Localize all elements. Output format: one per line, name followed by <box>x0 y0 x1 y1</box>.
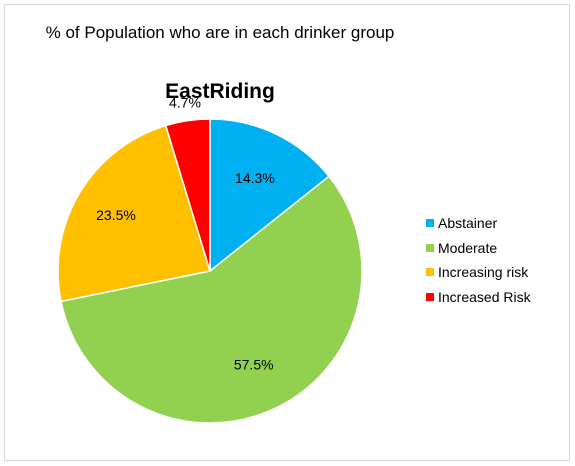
legend-item-increasing-risk: Increasing risk <box>426 260 531 285</box>
legend-swatch-increasing-risk <box>426 268 434 276</box>
legend-item-moderate: Moderate <box>426 236 531 261</box>
legend-label-increased-risk: Increased Risk <box>438 289 531 305</box>
legend-item-abstainer: Abstainer <box>426 211 531 236</box>
legend: Abstainer Moderate Increasing risk Increase… <box>426 211 531 309</box>
legend-label-abstainer: Abstainer <box>438 215 497 231</box>
legend-label-moderate: Moderate <box>438 240 497 256</box>
data-label-moderate: 57.5% <box>234 357 274 373</box>
legend-label-increasing-risk: Increasing risk <box>438 264 528 280</box>
legend-swatch-abstainer <box>426 219 434 227</box>
legend-swatch-increased-risk <box>426 293 434 301</box>
legend-item-increased-risk: Increased Risk <box>426 285 531 310</box>
data-label-abstainer: 14.3% <box>235 170 275 186</box>
legend-swatch-moderate <box>426 244 434 252</box>
data-label-increased-risk: 4.7% <box>169 95 201 111</box>
data-label-increasing-risk: 23.5% <box>96 207 136 223</box>
